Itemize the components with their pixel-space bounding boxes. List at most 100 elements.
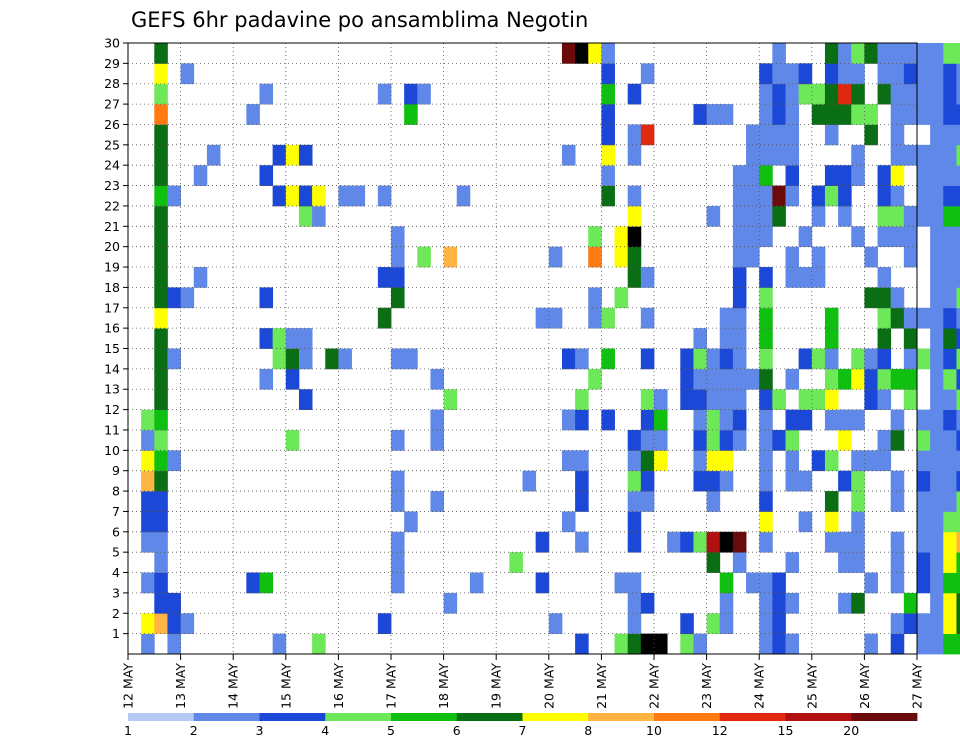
heatmap-cell xyxy=(824,165,839,186)
heatmap-cell xyxy=(732,165,747,186)
x-tick-label: 25 MAY xyxy=(804,663,819,709)
heatmap-cell xyxy=(719,348,734,370)
heatmap-cell xyxy=(930,246,944,268)
heatmap-cell xyxy=(903,307,918,329)
heatmap-cell xyxy=(838,368,852,390)
x-tick-label: 17 MAY xyxy=(384,663,399,709)
heatmap-cell xyxy=(259,572,274,594)
heatmap-cell xyxy=(759,104,773,125)
heatmap-cell xyxy=(930,185,944,207)
heatmap-cell xyxy=(864,104,878,125)
heatmap-cell xyxy=(732,429,747,451)
heatmap-cell xyxy=(561,43,576,64)
heatmap-cell xyxy=(785,246,800,268)
colorbar-swatch xyxy=(456,713,523,721)
x-tick-label: 16 MAY xyxy=(331,663,346,709)
heatmap-cell xyxy=(956,572,960,594)
heatmap-cell xyxy=(732,226,747,248)
heatmap-cell xyxy=(141,470,155,492)
heatmap-cell xyxy=(627,633,642,655)
heatmap-cell xyxy=(930,205,944,227)
heatmap-cell xyxy=(627,267,642,288)
x-tick-label: 23 MAY xyxy=(699,663,714,709)
heatmap-cell xyxy=(956,470,960,492)
y-tick-label: 13 xyxy=(104,382,120,397)
heatmap-cell xyxy=(640,470,655,492)
heatmap-cell xyxy=(943,348,957,370)
heatmap-cell xyxy=(890,287,905,309)
heatmap-cell xyxy=(141,633,155,655)
heatmap-cell xyxy=(693,409,707,431)
colorbar-label: 7 xyxy=(519,723,527,738)
heatmap-cell xyxy=(746,144,760,166)
heatmap-cell xyxy=(943,633,957,655)
heatmap-cell xyxy=(706,348,721,370)
heatmap-cell xyxy=(956,43,960,64)
heatmap-cell xyxy=(943,368,957,390)
heatmap-cell xyxy=(759,165,773,186)
heatmap-cell xyxy=(851,491,865,512)
heatmap-cell xyxy=(824,83,839,105)
heatmap-cell xyxy=(548,307,563,329)
heatmap-cell xyxy=(956,633,960,655)
heatmap-cell xyxy=(811,104,826,125)
colorbar-swatch xyxy=(654,713,721,721)
heatmap-cell xyxy=(917,104,931,125)
heatmap-cell xyxy=(917,429,931,451)
heatmap-cell xyxy=(956,124,960,146)
heatmap-cell xyxy=(930,389,944,410)
heatmap-cell xyxy=(877,267,892,288)
heatmap-cell xyxy=(864,43,878,64)
heatmap-cell xyxy=(811,205,826,227)
heatmap-cell xyxy=(193,165,208,186)
heatmap-cell xyxy=(917,43,931,64)
heatmap-cell xyxy=(338,185,352,207)
heatmap-cell xyxy=(956,165,960,186)
heatmap-cell xyxy=(903,205,918,227)
heatmap-cell xyxy=(561,409,576,431)
heatmap-cell xyxy=(759,389,773,410)
heatmap-cell xyxy=(272,185,287,207)
heatmap-cell xyxy=(706,491,721,512)
heatmap-cell xyxy=(956,552,960,573)
heatmap-cell xyxy=(719,328,734,349)
heatmap-cell xyxy=(864,368,878,390)
heatmap-cell xyxy=(693,450,707,472)
heatmap-cell xyxy=(272,348,287,370)
heatmap-cell xyxy=(798,409,813,431)
x-tick-label: 18 MAY xyxy=(436,663,451,709)
heatmap-cell xyxy=(654,450,668,472)
colorbar-swatch xyxy=(259,713,326,721)
heatmap-cell xyxy=(338,348,352,370)
heatmap-cell xyxy=(772,144,786,166)
heatmap-cell xyxy=(614,246,629,268)
heatmap-cell xyxy=(325,348,339,370)
y-tick-label: 9 xyxy=(112,463,120,478)
y-tick-label: 26 xyxy=(104,117,120,132)
heatmap-cell xyxy=(838,429,852,451)
heatmap-cell xyxy=(838,63,852,85)
heatmap-cell xyxy=(430,429,444,451)
heatmap-cell xyxy=(772,633,786,655)
heatmap-cell xyxy=(167,287,181,309)
heatmap-cell xyxy=(732,307,747,329)
heatmap-cell xyxy=(693,470,707,492)
heatmap-cell xyxy=(956,267,960,288)
heatmap-cell xyxy=(640,409,655,431)
heatmap-cell xyxy=(706,368,721,390)
heatmap-cell xyxy=(851,83,865,105)
heatmap-cell xyxy=(759,409,773,431)
heatmap-cell xyxy=(903,592,918,614)
heatmap-cell xyxy=(943,104,957,125)
heatmap-cell xyxy=(930,104,944,125)
heatmap-cell xyxy=(890,531,905,553)
heatmap-cell xyxy=(930,307,944,329)
heatmap-cell xyxy=(746,165,760,186)
heatmap-cell xyxy=(851,450,865,472)
y-tick-label: 8 xyxy=(112,484,120,499)
heatmap-cell xyxy=(890,572,905,594)
heatmap-cell xyxy=(154,83,168,105)
heatmap-cell xyxy=(706,450,721,472)
heatmap-cell xyxy=(706,104,721,125)
heatmap-cell xyxy=(824,491,839,512)
